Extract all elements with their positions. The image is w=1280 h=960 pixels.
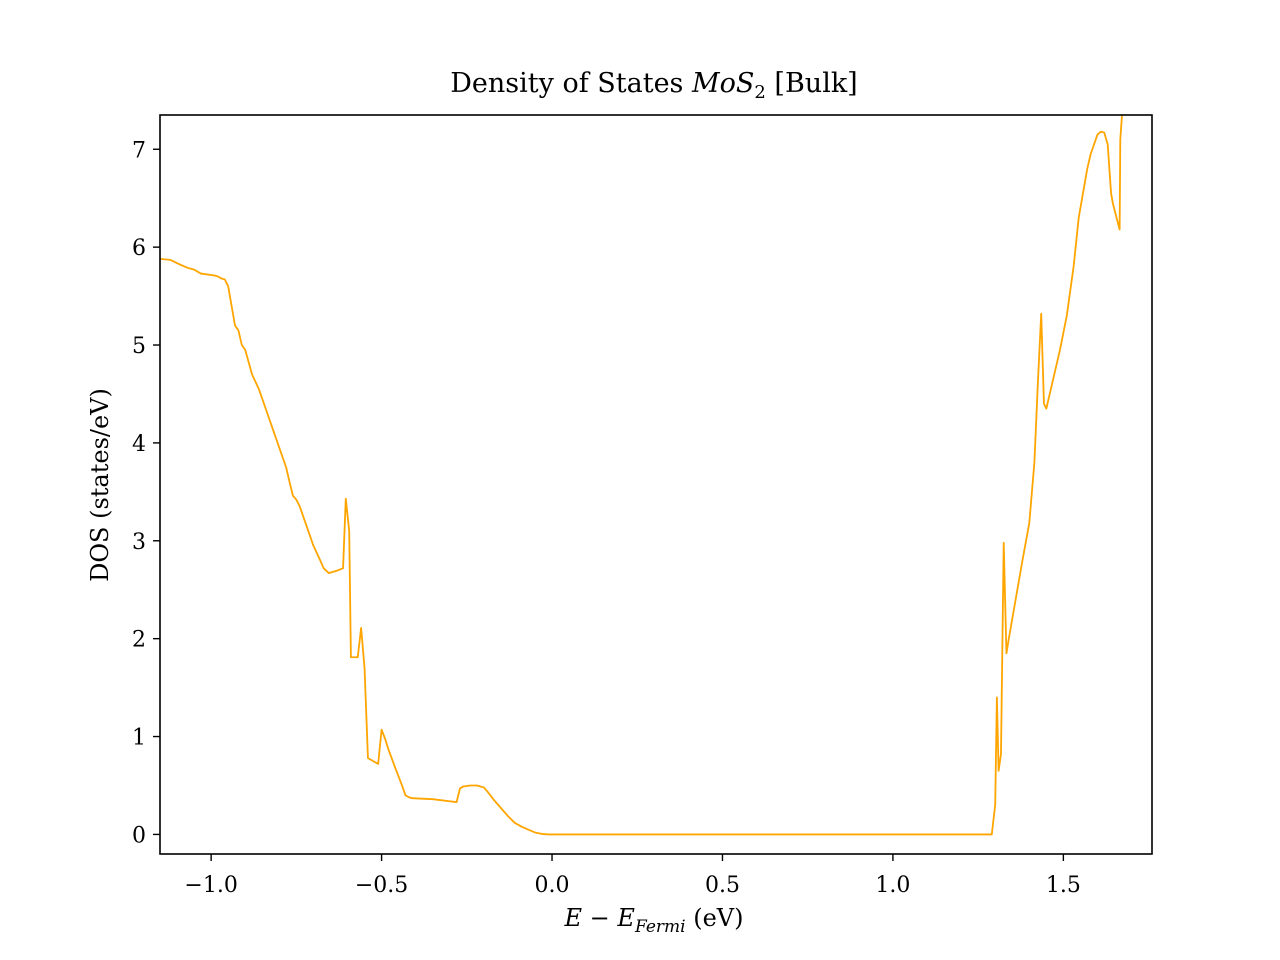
y-axis: 0 1 2 3 4 5 6 7 [132, 138, 160, 848]
y-tick-label: 2 [132, 628, 146, 653]
y-axis-label: DOS (states/eV) [86, 388, 114, 582]
axes-frame [159, 114, 1153, 855]
dos-series-line [160, 115, 1123, 836]
chart-title: Density of States MoS2 [Bulk] [450, 68, 857, 103]
x-axis-label-e: E [564, 904, 583, 932]
x-axis-label: E − EFermi (eV) [564, 904, 744, 937]
chart-title-prefix: Density of States [450, 68, 692, 99]
x-axis-label-unit: (eV) [686, 904, 744, 932]
y-tick-label: 3 [132, 530, 146, 555]
x-axis-label-minus: − [582, 904, 617, 932]
x-axis-label-ef-subscript: Fermi [634, 917, 686, 937]
chart-title-formula: MoS [691, 68, 754, 99]
y-tick-label: 0 [132, 823, 146, 848]
y-tick-label: 7 [132, 138, 146, 163]
x-tick-label: −0.5 [355, 873, 408, 898]
x-axis-label-ef: E [616, 904, 635, 932]
y-tick-label: 4 [132, 432, 146, 457]
chart-title-suffix: [Bulk] [766, 68, 858, 99]
y-tick-label: 5 [132, 334, 146, 359]
x-tick-label: 0.0 [535, 873, 570, 898]
x-tick-label: 0.5 [705, 873, 740, 898]
x-tick-label: −1.0 [184, 873, 237, 898]
chart-title-formula-subscript: 2 [754, 82, 765, 103]
x-tick-label: 1.5 [1046, 873, 1081, 898]
x-axis: −1.0 −0.5 0.0 0.5 1.0 1.5 [184, 854, 1081, 898]
y-tick-label: 6 [132, 236, 146, 261]
plot-area [160, 115, 1123, 836]
x-tick-label: 1.0 [875, 873, 910, 898]
y-tick-label: 1 [132, 726, 146, 751]
